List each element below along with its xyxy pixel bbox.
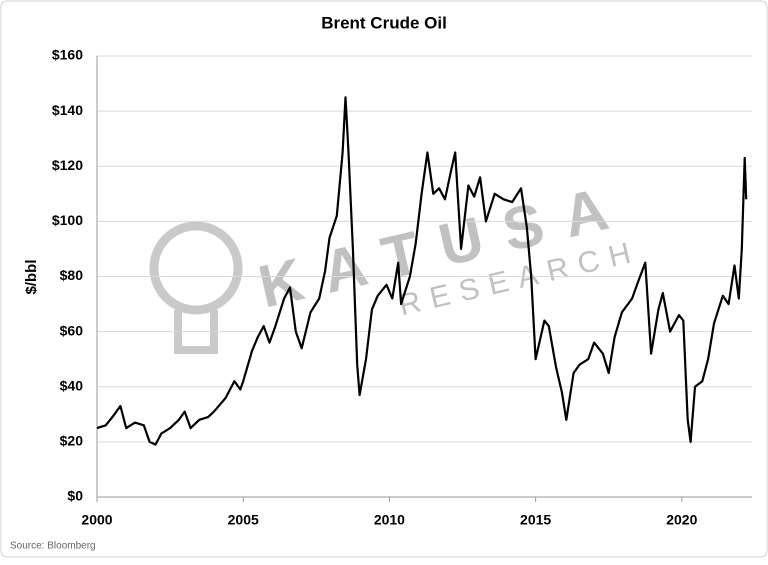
chart-title: Brent Crude Oil	[321, 13, 447, 32]
y-tick-label: $0	[67, 488, 83, 504]
bulb-base	[174, 310, 218, 354]
x-tick-label: 2000	[81, 512, 112, 528]
price-line	[96, 96, 748, 446]
y-tick-label: $120	[52, 157, 83, 173]
x-tick-label: 2015	[520, 512, 551, 528]
x-tick-label: 2020	[666, 512, 697, 528]
x-tick-label: 2005	[228, 512, 259, 528]
x-tick-label: 2010	[374, 512, 405, 528]
y-tick-label: $100	[52, 212, 83, 228]
y-axis-label: $/bbl	[23, 259, 40, 294]
y-tick-label: $60	[60, 322, 84, 338]
y-tick-label: $140	[52, 102, 83, 118]
y-tick-label: $160	[52, 47, 83, 63]
bulb	[149, 221, 243, 315]
y-tick-label: $40	[60, 377, 84, 393]
y-tick-label: $80	[60, 267, 84, 283]
source: Source: Bloomberg	[10, 541, 96, 552]
y-tick-label: $20	[60, 433, 84, 449]
